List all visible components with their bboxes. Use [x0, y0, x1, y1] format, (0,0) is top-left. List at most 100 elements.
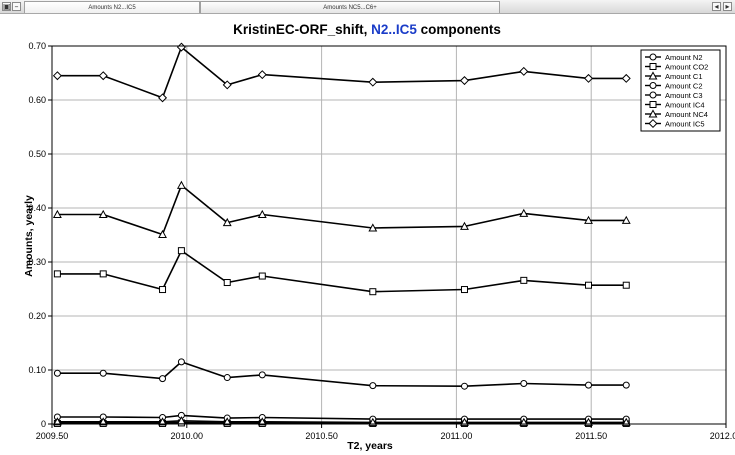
- data-point: [222, 80, 232, 90]
- y-tick-label: 0.30: [28, 257, 46, 267]
- legend-marker: [649, 91, 657, 99]
- data-point: [222, 417, 232, 426]
- legend-label: Amount C3: [665, 91, 703, 100]
- y-tick-label: 0.10: [28, 365, 46, 375]
- data-point: [459, 76, 469, 86]
- x-tick-label: 2010.50: [305, 431, 338, 441]
- data-point: [257, 417, 267, 426]
- data-point: [159, 286, 167, 294]
- data-point: [177, 247, 185, 255]
- data-point: [177, 358, 185, 366]
- minimize-icon[interactable]: –: [12, 2, 21, 11]
- data-point: [158, 229, 167, 238]
- data-point: [98, 417, 108, 426]
- series-line: [57, 46, 627, 99]
- scroll-right-icon[interactable]: ▸: [723, 2, 732, 11]
- series-line: [57, 419, 627, 424]
- data-point: [52, 71, 62, 81]
- data-point: [622, 281, 630, 289]
- tab-label: Amounts NC5...C6+: [323, 5, 377, 11]
- x-tick-label: 2009.50: [36, 431, 69, 441]
- x-tick-label: 2010.00: [171, 431, 204, 441]
- tab-amounts-n2-ic5[interactable]: Amounts N2...IC5: [24, 1, 200, 13]
- data-point: [99, 369, 107, 377]
- data-point: [176, 180, 186, 189]
- data-point: [222, 217, 232, 227]
- data-point: [258, 371, 266, 379]
- legend-item[interactable]: Amount IC4: [645, 101, 705, 110]
- legend-marker: [649, 101, 657, 108]
- legend-label: Amount CO2: [665, 63, 708, 72]
- data-point: [98, 71, 108, 81]
- data-point: [52, 417, 62, 426]
- data-point: [460, 382, 468, 390]
- data-point: [519, 208, 529, 217]
- legend-item[interactable]: Amount NC4: [645, 109, 708, 119]
- tab-label: Amounts N2...IC5: [88, 5, 136, 11]
- data-point: [257, 209, 267, 218]
- data-point: [369, 382, 377, 390]
- series-layer: [52, 42, 631, 427]
- series-line: [57, 249, 627, 293]
- series-amount-c3: [53, 411, 630, 423]
- data-point: [585, 381, 593, 389]
- y-tick-label: 0.70: [28, 41, 46, 51]
- y-tick-label: 0.40: [28, 203, 46, 213]
- legend-label: Amount C2: [665, 82, 703, 91]
- data-point: [622, 381, 630, 389]
- data-point: [460, 221, 469, 230]
- data-point: [621, 73, 631, 83]
- scroll-left-icon[interactable]: ◂: [712, 2, 721, 11]
- data-point: [53, 369, 61, 377]
- x-tick-label: 2011.00: [440, 431, 472, 441]
- series-line: [57, 414, 627, 420]
- chart-title: KristinEC-ORF_shift, N2..IC5 components: [233, 22, 501, 37]
- legend-marker: [649, 63, 657, 70]
- data-point: [158, 417, 167, 426]
- legend-label: Amount N2: [665, 53, 703, 62]
- x-tick-label: 2011.50: [575, 431, 607, 441]
- plot-area: [51, 45, 727, 425]
- legend-label: Amount NC4: [665, 110, 708, 119]
- data-point: [223, 279, 231, 287]
- maximize-icon[interactable]: ▣: [2, 2, 11, 11]
- data-point: [519, 66, 529, 76]
- data-point: [258, 272, 266, 280]
- data-point: [583, 73, 594, 83]
- data-point: [223, 374, 231, 382]
- data-point: [520, 380, 528, 387]
- tab-bar: ▣ – Amounts N2...IC5 Amounts NC5...C6+ ◂…: [0, 0, 735, 14]
- legend-marker: [648, 109, 658, 118]
- data-point: [159, 375, 167, 383]
- legend-label: Amount C1: [665, 72, 703, 81]
- data-point: [621, 215, 631, 224]
- data-point: [257, 70, 267, 80]
- series-line: [57, 184, 627, 236]
- legend-label: Amount IC4: [665, 101, 705, 110]
- legend-marker: [649, 53, 657, 61]
- series-amount-c2: [53, 358, 630, 390]
- legend-item[interactable]: Amount CO2: [645, 63, 708, 72]
- data-point: [98, 209, 108, 218]
- series-amount-ic5: [52, 42, 631, 103]
- legend-item[interactable]: Amount IC5: [645, 118, 705, 129]
- series-amount-ic4: [53, 247, 630, 296]
- data-point: [585, 281, 593, 289]
- tab-amounts-nc5-c6[interactable]: Amounts NC5...C6+: [200, 1, 500, 13]
- tick-labels: 2009.50 2010.00 2010.50 2011.00 2011.50 2012.…: [28, 41, 735, 441]
- legend-marker: [648, 71, 658, 80]
- y-axis-label: Amounts, yearly: [23, 195, 35, 277]
- y-tick-label: 0.50: [28, 149, 46, 159]
- data-point: [368, 77, 378, 87]
- grid: [52, 46, 726, 424]
- x-axis-label: T2, years: [347, 440, 393, 452]
- data-point: [99, 270, 107, 278]
- legend-item[interactable]: Amount C3: [645, 91, 703, 100]
- legend-item[interactable]: Amount N2: [645, 53, 703, 62]
- legend-item[interactable]: Amount C2: [645, 82, 703, 91]
- data-point: [520, 276, 528, 284]
- legend-item[interactable]: Amount C1: [645, 71, 703, 81]
- x-tick-label: 2012.00: [710, 431, 735, 441]
